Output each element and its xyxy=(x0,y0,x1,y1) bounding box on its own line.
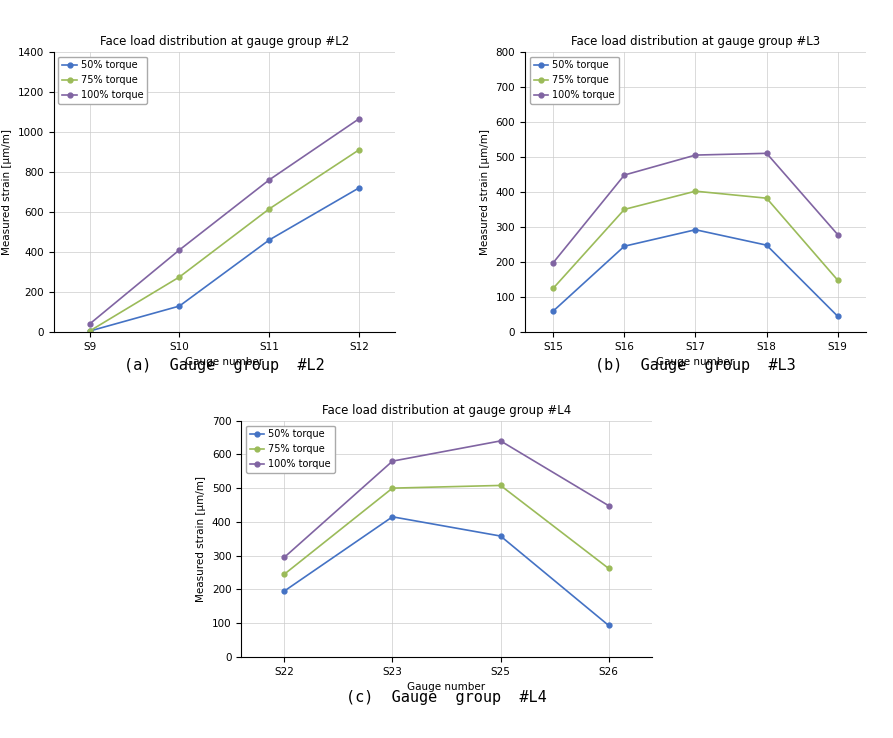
Y-axis label: Measured strain [μm/m]: Measured strain [μm/m] xyxy=(2,129,12,255)
Text: (c)  Gauge  group  #L4: (c) Gauge group #L4 xyxy=(346,690,547,705)
50% torque xyxy=(387,512,397,521)
50% torque xyxy=(548,307,559,316)
Y-axis label: Measured strain [μm/m]: Measured strain [μm/m] xyxy=(196,476,206,601)
100% torque xyxy=(174,246,185,255)
100% torque xyxy=(263,176,274,184)
100% torque xyxy=(496,436,506,445)
100% torque xyxy=(604,501,614,510)
75% torque xyxy=(690,187,701,196)
50% torque xyxy=(604,621,614,630)
100% torque xyxy=(832,230,843,239)
Title: Face load distribution at gauge group #L2: Face load distribution at gauge group #L… xyxy=(100,35,349,48)
75% torque xyxy=(279,570,289,579)
Line: 75% torque: 75% torque xyxy=(88,148,362,334)
Line: 50% torque: 50% torque xyxy=(88,185,362,334)
50% torque xyxy=(619,242,630,251)
50% torque xyxy=(496,531,506,540)
Legend: 50% torque, 75% torque, 100% torque: 50% torque, 75% torque, 100% torque xyxy=(246,426,335,473)
75% torque xyxy=(354,145,364,154)
50% torque xyxy=(832,312,843,321)
75% torque xyxy=(496,481,506,490)
50% torque xyxy=(690,225,701,234)
75% torque xyxy=(832,276,843,285)
75% torque xyxy=(761,194,772,203)
Line: 100% torque: 100% torque xyxy=(282,438,611,559)
Line: 75% torque: 75% torque xyxy=(551,189,840,291)
Line: 50% torque: 50% torque xyxy=(551,227,840,319)
100% torque xyxy=(619,170,630,179)
Line: 100% torque: 100% torque xyxy=(551,151,840,265)
100% torque xyxy=(548,258,559,267)
X-axis label: Gauge number: Gauge number xyxy=(185,357,263,368)
75% torque xyxy=(174,272,185,281)
75% torque xyxy=(84,327,95,336)
100% torque xyxy=(354,114,364,123)
100% torque xyxy=(761,149,772,158)
100% torque xyxy=(690,151,701,159)
Line: 75% torque: 75% torque xyxy=(282,483,611,576)
75% torque xyxy=(548,284,559,293)
X-axis label: Gauge number: Gauge number xyxy=(656,357,735,368)
X-axis label: Gauge number: Gauge number xyxy=(407,682,486,692)
Title: Face load distribution at gauge group #L3: Face load distribution at gauge group #L… xyxy=(571,35,820,48)
75% torque xyxy=(387,483,397,492)
50% torque xyxy=(174,302,185,311)
50% torque xyxy=(279,587,289,596)
Line: 100% torque: 100% torque xyxy=(88,117,362,326)
50% torque xyxy=(761,241,772,249)
75% torque xyxy=(263,204,274,213)
50% torque xyxy=(263,235,274,244)
Text: (a)  Gauge  group  #L2: (a) Gauge group #L2 xyxy=(124,358,325,373)
75% torque xyxy=(619,205,630,214)
75% torque xyxy=(604,564,614,573)
50% torque xyxy=(354,184,364,193)
Line: 50% torque: 50% torque xyxy=(282,514,611,628)
Title: Face load distribution at gauge group #L4: Face load distribution at gauge group #L… xyxy=(321,404,572,417)
Text: (b)  Gauge  group  #L3: (b) Gauge group #L3 xyxy=(595,358,796,373)
100% torque xyxy=(84,320,95,328)
Legend: 50% torque, 75% torque, 100% torque: 50% torque, 75% torque, 100% torque xyxy=(530,57,619,104)
Y-axis label: Measured strain [μm/m]: Measured strain [μm/m] xyxy=(480,129,490,255)
100% torque xyxy=(279,553,289,562)
50% torque xyxy=(84,327,95,336)
100% torque xyxy=(387,457,397,466)
Legend: 50% torque, 75% torque, 100% torque: 50% torque, 75% torque, 100% torque xyxy=(58,57,147,104)
